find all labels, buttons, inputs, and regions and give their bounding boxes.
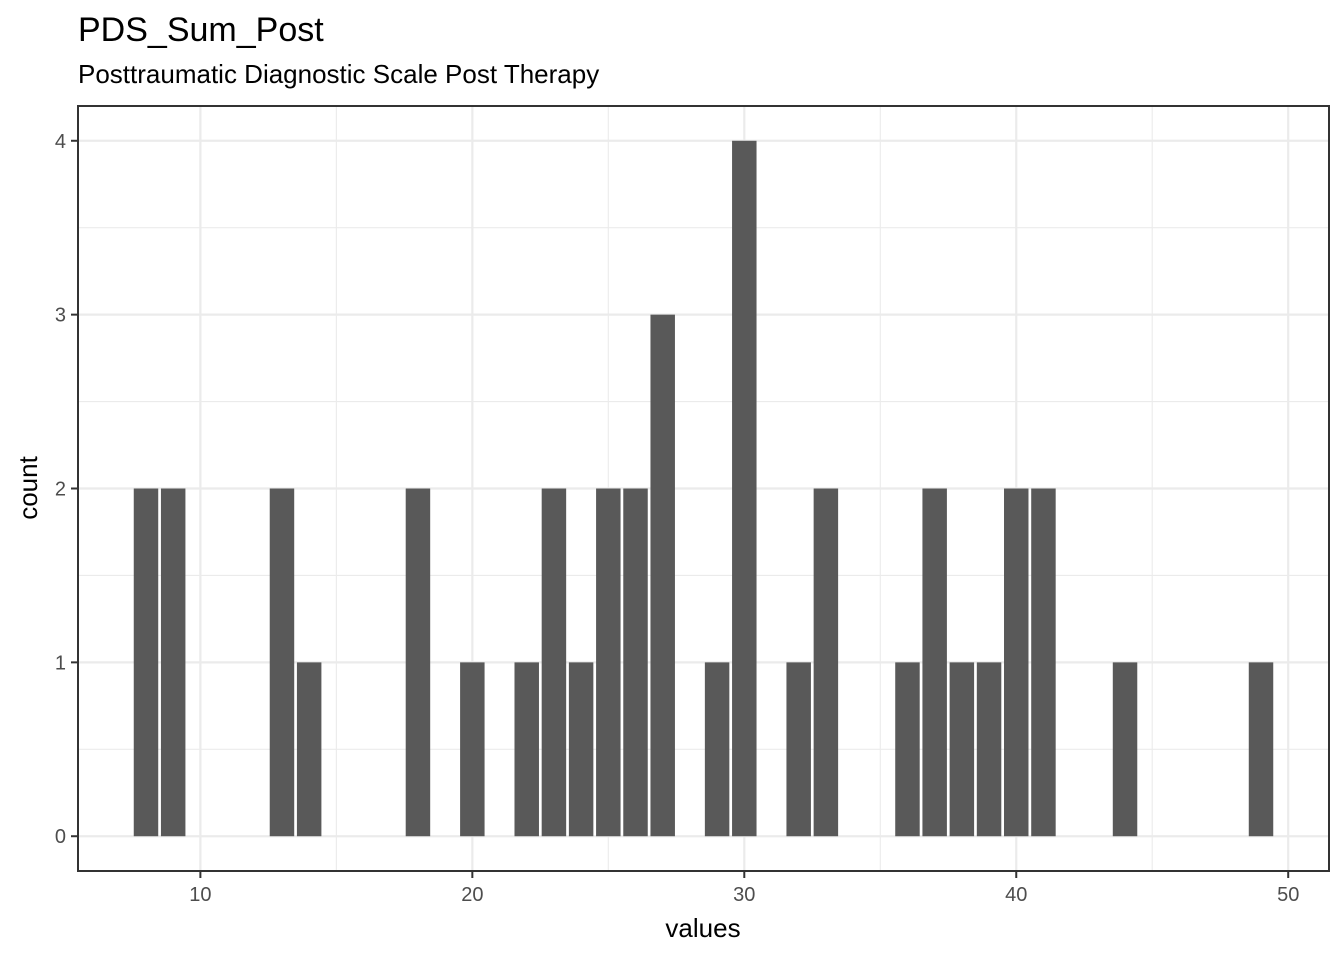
x-axis-title: values (665, 913, 740, 943)
histogram-bar (813, 488, 839, 837)
histogram-bar (460, 662, 485, 837)
histogram-bar (976, 662, 1002, 837)
histogram-bar (296, 662, 322, 837)
histogram-bar (922, 488, 947, 837)
y-tick-label: 4 (55, 131, 66, 153)
histogram-bar (786, 662, 811, 837)
histogram-bar (405, 488, 431, 837)
histogram-bar (949, 662, 975, 837)
histogram-bar (623, 488, 648, 837)
bars (133, 140, 1274, 837)
chart-subtitle: Posttraumatic Diagnostic Scale Post Ther… (78, 59, 599, 89)
x-tick-label: 10 (189, 884, 211, 906)
histogram-bar (160, 488, 186, 837)
y-tick-label: 0 (55, 826, 66, 848)
x-tick-label: 40 (1005, 884, 1027, 906)
x-tick-label: 50 (1277, 884, 1299, 906)
y-tick-label: 2 (55, 479, 66, 501)
histogram-bar (568, 662, 594, 837)
x-tick-label: 30 (733, 884, 755, 906)
histogram-bar (269, 488, 295, 837)
y-axis-title: count (13, 455, 43, 519)
histogram-bar (1031, 488, 1056, 837)
histogram-bar (541, 488, 567, 837)
histogram-bar (514, 662, 539, 837)
histogram-bar (133, 488, 159, 837)
y-tick-label: 1 (55, 652, 66, 674)
major-gridlines (78, 106, 1329, 871)
histogram-bar (704, 662, 730, 837)
x-tick-label: 20 (461, 884, 483, 906)
y-axis-ticks: 0 1 2 3 4 (55, 131, 78, 848)
chart-title: PDS_Sum_Post (78, 11, 324, 49)
histogram-bar (1004, 488, 1029, 837)
y-tick-label: 3 (55, 305, 66, 327)
histogram-bar (1112, 662, 1138, 837)
histogram-bar (650, 314, 675, 837)
histogram-bar (732, 140, 757, 837)
x-axis-ticks: 10 20 30 40 50 (189, 871, 1299, 906)
histogram-bar (1248, 662, 1274, 837)
histogram-bar (596, 488, 621, 837)
histogram-bar (895, 662, 920, 837)
